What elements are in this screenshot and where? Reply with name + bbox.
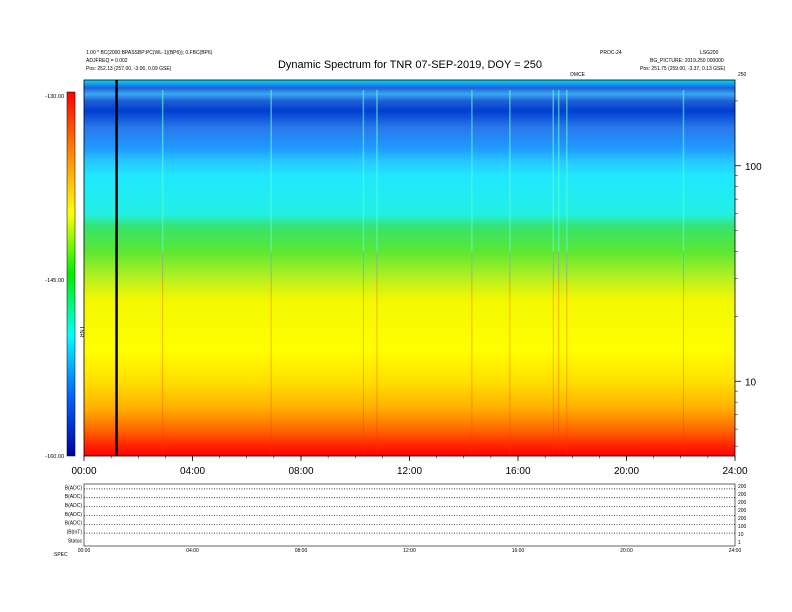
y-tick-label-1: 100: [745, 162, 762, 173]
lower-row-label-7: SPEC: [54, 552, 68, 558]
y-axis: 10 100: [735, 100, 762, 447]
x-tick-label-2: 08:00: [288, 466, 313, 477]
x-tick-label-6: 24:00: [722, 466, 747, 477]
header-right-line2: BG_PICTURE: 2019.250 000000: [650, 58, 724, 64]
lower-time-label-5: 20:00: [620, 548, 633, 554]
y-tick-label-0: 10: [745, 377, 757, 388]
x-tick-label-3: 12:00: [397, 466, 422, 477]
lower-right-tick-3: 200: [738, 508, 747, 514]
spectrogram-background: [84, 80, 735, 456]
x-axis: 00:00 04:00 08:00 12:00 16:00 20:00 24:00: [71, 456, 748, 477]
lower-right-tick-4: 200: [738, 516, 747, 522]
lower-right-tick-5: 100: [738, 524, 747, 530]
colorbar-tick-top: -130.00: [45, 94, 64, 100]
lower-time-label-1: 04:00: [186, 548, 199, 554]
lower-right-tick-7: 1: [738, 540, 741, 546]
lower-row-label-6: Status: [68, 538, 83, 544]
chart-title: Dynamic Spectrum for TNR 07-SEP-2019, DO…: [278, 59, 542, 71]
header-left-line1: 1.00 * BC(2000:BPASSBP:PC(WL-1)(BP6)); 0…: [86, 50, 213, 56]
lower-right-tick-1: 200: [738, 492, 747, 498]
colorbar-tick-mid: -145.00: [45, 278, 64, 284]
lower-right-tick-0: 200: [738, 484, 747, 490]
lower-row-label-3: B(ADC): [65, 512, 83, 518]
x-tick-label-5: 20:00: [614, 466, 639, 477]
x-tick-label-4: 16:00: [505, 466, 530, 477]
x-tick-label-0: 00:00: [71, 466, 96, 477]
colorbar-tick-bottom: -160.00: [45, 454, 64, 460]
lower-row-label-5: |B|(nT): [67, 530, 82, 536]
spectrogram: DMCE: [83, 72, 736, 457]
colorbar-label: TNR: [78, 326, 84, 337]
lower-time-label-4: 16:00: [512, 548, 525, 554]
header-right-line1: LSG200: [700, 50, 719, 56]
x-tick-label-1: 04:00: [180, 466, 205, 477]
lower-row-label-2: B(ADC): [65, 503, 83, 509]
lower-row-label-1: B(ADC): [65, 494, 83, 500]
lower-row-label-0: B(ADC): [65, 485, 83, 491]
spectrogram-marks: DMCE: [115, 72, 685, 456]
lower-panel-frame: [83, 483, 736, 547]
lower-row-label-4: B(ADC): [65, 521, 83, 527]
colorbar: [66, 91, 76, 457]
header-right-line3: Pos: 251.75 (259.00, -3.37, 0.13 GSE): [640, 66, 726, 72]
lower-time-label-0: 00:00: [78, 548, 91, 554]
y-top-label: 250: [738, 72, 747, 78]
lower-time-label-3: 12:00: [403, 548, 416, 554]
lower-time-label-2: 08:00: [295, 548, 308, 554]
annotation-0: DMCE: [570, 72, 585, 78]
header-right-line0: PROC-24: [600, 50, 622, 56]
lower-right-tick-2: 200: [738, 500, 747, 506]
header-left-line2: ADJFREQ = 0.002: [86, 58, 128, 64]
header-left-line3: Pos: 252.13 (257.00, -3.06, 0.09 GSE): [86, 66, 172, 72]
lower-time-label-6: 24:00: [729, 548, 742, 554]
lower-panel: B(ADC) B(ADC) B(ADC) B(ADC) B(ADC) |B|(nT) Sta…: [54, 483, 747, 558]
lower-right-tick-6: 10: [738, 532, 744, 538]
